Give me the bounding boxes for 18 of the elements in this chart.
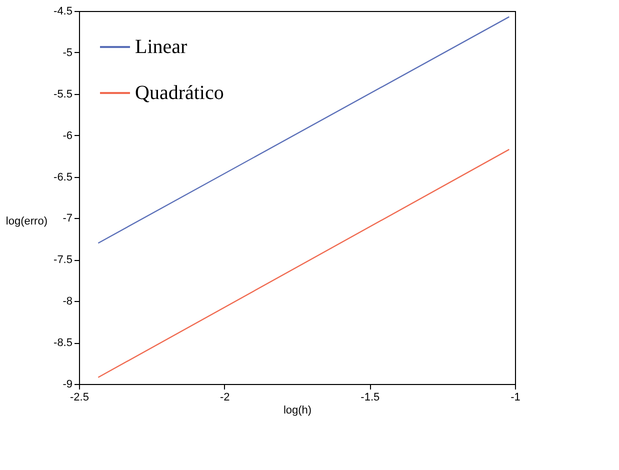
y-tick-label: -8 xyxy=(62,296,72,308)
legend-label: Quadrático xyxy=(135,82,224,104)
x-axis-title: log(h) xyxy=(283,404,312,416)
x-tick-label: -1.5 xyxy=(360,392,380,404)
y-tick-label: -5.5 xyxy=(54,88,72,100)
y-tick-label: -6.5 xyxy=(54,171,72,184)
legend-label: Linear xyxy=(135,36,188,58)
y-tick-label: -4.5 xyxy=(54,6,72,18)
y-axis-title: log(erro) xyxy=(6,216,48,228)
x-tick-label: -2 xyxy=(220,392,230,404)
x-tick-label: -1 xyxy=(510,392,520,404)
y-tick-label: -7 xyxy=(62,212,72,225)
y-tick-label: -6 xyxy=(62,130,72,142)
y-tick-label: -9 xyxy=(62,378,72,390)
y-tick-label: -8.5 xyxy=(54,337,72,350)
y-tick-label: -5 xyxy=(62,46,72,59)
y-tick-label: -7.5 xyxy=(54,254,72,266)
x-tick-label: -2.5 xyxy=(70,392,89,404)
